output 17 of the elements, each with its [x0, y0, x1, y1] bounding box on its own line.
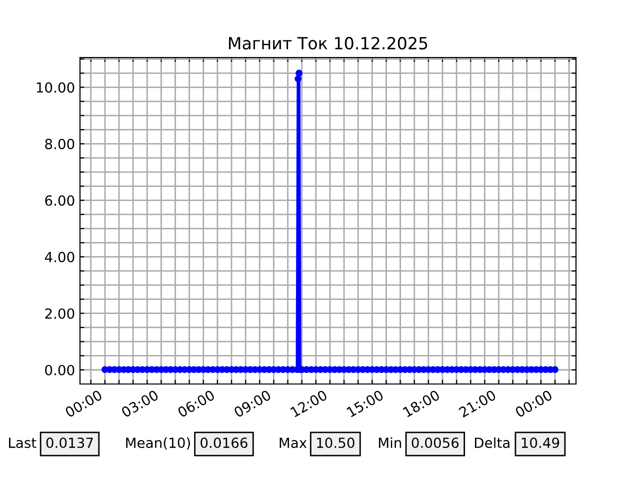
text: 0.0056 — [412, 438, 459, 448]
y-tick-label: 10.00 — [36, 82, 74, 93]
y-tick-label: 8.00 — [45, 138, 74, 150]
y-tick-label: 4.00 — [44, 252, 74, 262]
text: Last — [9, 438, 36, 448]
text: 0.0166 — [200, 438, 248, 448]
text: Min — [378, 437, 402, 448]
text: Delta — [474, 437, 510, 448]
text: Max — [280, 438, 307, 448]
text: Mean(10) — [126, 437, 190, 450]
y-tick-label: 0.00 — [45, 364, 74, 376]
text: 10.50 — [317, 438, 354, 448]
text: 10.49 — [522, 438, 560, 448]
y-tick-label: 6.00 — [45, 195, 74, 206]
text: 0.0137 — [46, 438, 93, 448]
chart-title: Магнит Ток 10.12.2025 — [229, 36, 428, 50]
y-tick-label: 2.00 — [45, 308, 74, 319]
